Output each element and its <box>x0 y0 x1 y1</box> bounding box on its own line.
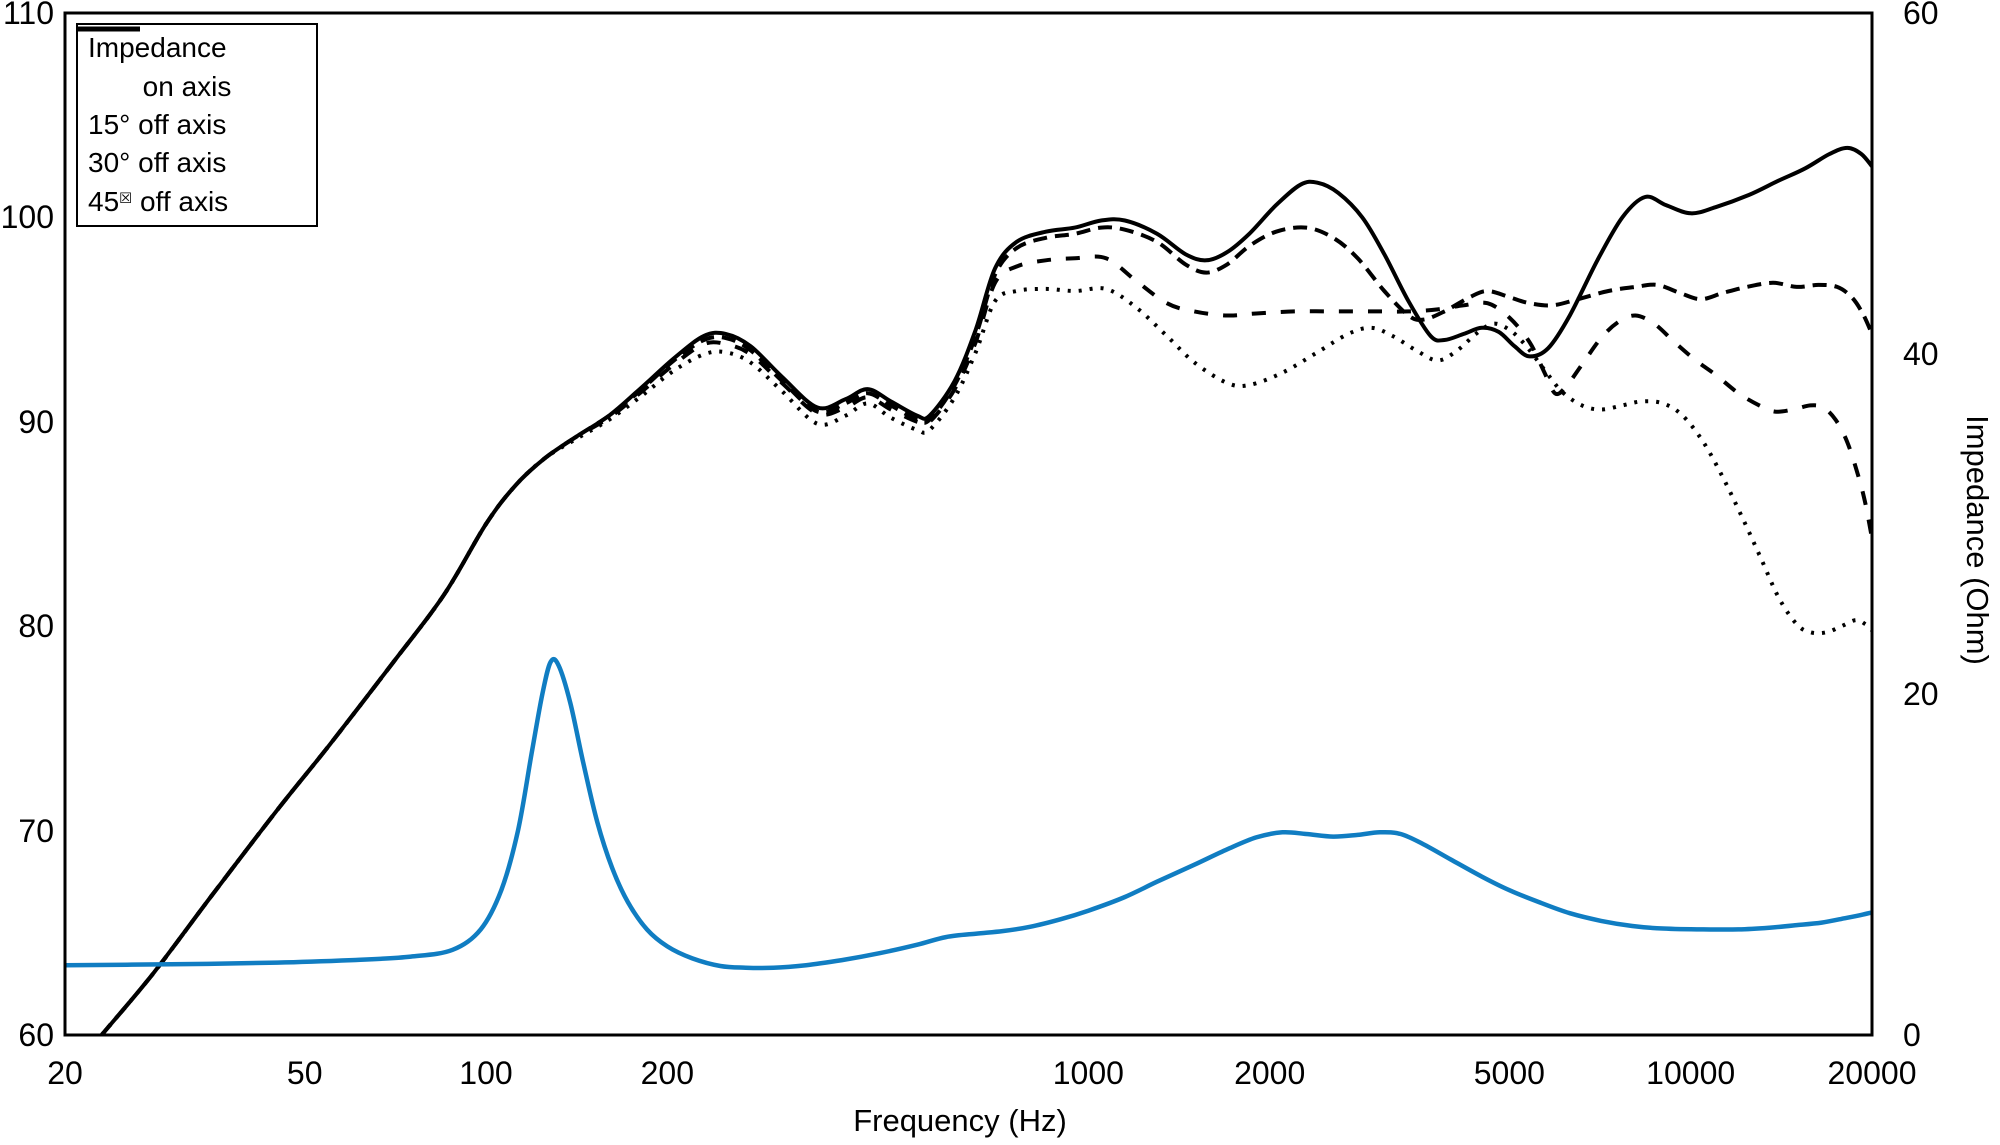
on-axis-curve <box>100 145 1872 1035</box>
x-tick-label: 200 <box>640 1055 695 1091</box>
y-right-tick-label: 0 <box>1903 1017 1921 1053</box>
legend-item-45-off-axis: 45☒ off axis <box>78 26 306 221</box>
x-tick-label: 20000 <box>1827 1055 1917 1091</box>
missing-glyph-box-icon: ☒ <box>119 189 133 207</box>
y-right-tick-label: 60 <box>1903 0 1939 31</box>
y-left-tick-label: 70 <box>18 812 54 849</box>
legend: Impedance on axis 15° off axis 30° off a… <box>76 23 318 227</box>
legend-label-30-off-axis: 30° off axis <box>88 147 227 179</box>
legend-label-impedance: Impedance <box>88 32 227 64</box>
x-tick-label: 100 <box>459 1055 513 1091</box>
legend-item-impedance: Impedance <box>78 26 306 67</box>
x-tick-label: 5000 <box>1473 1055 1545 1091</box>
right-y-axis-title: Impedance (Ohm) <box>1960 415 1995 665</box>
legend-label-on-axis: on axis <box>142 70 232 102</box>
legend-label-45-off-axis: 45 <box>88 185 120 217</box>
x-axis-title: Frequency (Hz) <box>853 1103 1067 1138</box>
x-tick-label: 10000 <box>1646 1055 1736 1091</box>
off-axis-30-curve <box>100 254 1872 1035</box>
x-tick-label: 2000 <box>1234 1055 1306 1091</box>
y-left-tick-label: 60 <box>18 1017 54 1053</box>
x-tick-label: 1000 <box>1052 1055 1124 1091</box>
off-axis-15-curve <box>100 225 1872 1035</box>
impedance-curve <box>65 656 1872 971</box>
legend-item-15-off-axis: 15° off axis <box>78 26 306 144</box>
x-tick-label: 50 <box>286 1055 323 1091</box>
y-left-tick-label: 90 <box>18 403 54 440</box>
legend-item-30-off-axis: 30° off axis <box>78 26 306 182</box>
y-left-tick-label: 80 <box>18 608 54 645</box>
y-left-tick-label: 100 <box>0 199 54 236</box>
legend-label-15-off-axis: 15° off axis <box>88 108 227 140</box>
dotted-line-swatch-icon <box>78 26 140 32</box>
y-right-tick-label: 40 <box>1903 335 1939 372</box>
plot-frame <box>63 11 1874 1037</box>
y-right-tick-label: 20 <box>1903 676 1939 713</box>
x-tick-label: 20 <box>47 1055 83 1091</box>
legend-item-on-axis: on axis <box>78 26 306 106</box>
y-left-tick-label: 110 <box>2 0 54 31</box>
